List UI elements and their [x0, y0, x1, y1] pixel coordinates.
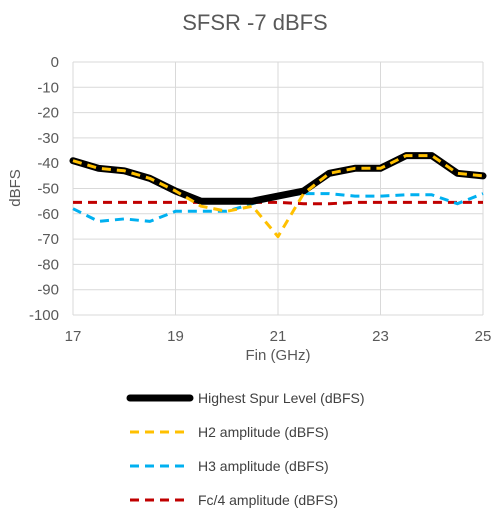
x-tick-label: 17 [65, 328, 82, 345]
legend-label: H3 amplitude (dBFS) [198, 458, 329, 474]
x-tick-label: 19 [167, 328, 184, 345]
legend-item: H3 amplitude (dBFS) [130, 458, 329, 474]
x-tick-label: 25 [475, 328, 492, 345]
y-tick-label: -100 [29, 307, 59, 324]
series-line [73, 200, 483, 206]
legend-item: Highest Spur Level (dBFS) [126, 390, 365, 406]
y-tick-label: -10 [37, 79, 59, 96]
y-axis-label: dBFS [7, 169, 24, 207]
legend-item: Fc/4 amplitude (dBFS) [130, 492, 338, 508]
y-tick-label: -60 [37, 206, 59, 223]
y-tick-label: -40 [37, 155, 59, 172]
series-line [72, 154, 484, 239]
legend-label: Highest Spur Level (dBFS) [198, 390, 365, 406]
series-line-highest-spur-level [69, 152, 487, 205]
x-tick-label: 21 [270, 328, 287, 345]
x-axis: 17 19 21 23 25 [65, 328, 492, 345]
gridlines [72, 61, 484, 316]
legend-item: H2 amplitude (dBFS) [130, 424, 329, 440]
legend-label: Fc/4 amplitude (dBFS) [198, 492, 338, 508]
y-tick-label: -20 [37, 105, 59, 122]
y-tick-label: 0 [51, 54, 59, 71]
y-tick-label: -30 [37, 130, 59, 147]
legend: Highest Spur Level (dBFS) H2 amplitude (d… [126, 390, 365, 508]
chart-title: SFSR -7 dBFS [182, 10, 327, 35]
x-axis-label: Fin (GHz) [246, 347, 311, 364]
legend-label: H2 amplitude (dBFS) [198, 424, 329, 440]
x-tick-label: 23 [372, 328, 389, 345]
series-group [69, 152, 487, 239]
y-tick-label: -80 [37, 256, 59, 273]
y-tick-label: -50 [37, 181, 59, 198]
y-axis: 0 -10 -20 -30 -40 -50 -60 -70 -80 -90 -100 [29, 54, 59, 324]
y-tick-label: -90 [37, 282, 59, 299]
y-tick-label: -70 [37, 231, 59, 248]
